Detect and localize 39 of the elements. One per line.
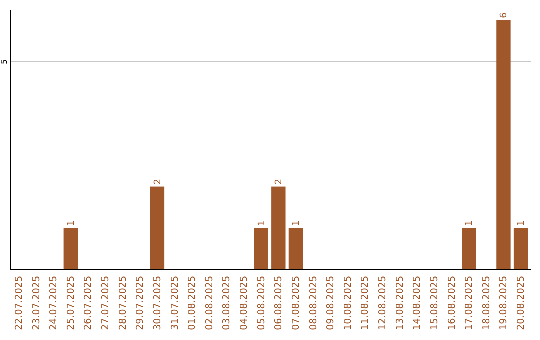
x-tick-label: 27.07.2025 xyxy=(100,276,112,330)
x-tick-label: 05.08.2025 xyxy=(256,276,268,330)
x-tick-label: 07.08.2025 xyxy=(290,276,302,330)
x-tick-label: 11.08.2025 xyxy=(360,276,372,330)
x-tick-label: 08.08.2025 xyxy=(308,276,320,330)
data-label: 1 xyxy=(66,220,77,226)
x-tick-label: 01.08.2025 xyxy=(187,276,198,330)
x-tick-label: 16.08.2025 xyxy=(446,276,458,330)
x-tick-label: 14.08.2025 xyxy=(412,276,424,330)
x-tick-label: 09.08.2025 xyxy=(326,276,337,330)
x-tick-label: 19.08.2025 xyxy=(498,276,510,330)
x-tick-label: 06.08.2025 xyxy=(274,276,285,330)
x-tick-label: 18.08.2025 xyxy=(481,276,492,330)
x-tick-label: 17.08.2025 xyxy=(464,276,476,330)
x-tick-label: 26.07.2025 xyxy=(83,276,94,330)
x-tick-label: 31.07.2025 xyxy=(170,276,181,330)
x-tick-label: 25.07.2025 xyxy=(66,276,77,330)
x-tick-label: 20.08.2025 xyxy=(516,276,528,330)
data-label: 2 xyxy=(153,179,164,185)
data-label: 1 xyxy=(517,220,528,226)
data-label: 6 xyxy=(500,12,510,18)
x-tick-label: 03.08.2025 xyxy=(222,276,233,330)
data-label: 1 xyxy=(257,220,268,226)
x-tick-label: 12.08.2025 xyxy=(378,276,389,330)
x-tick-label: 23.07.2025 xyxy=(31,276,42,330)
data-label: 1 xyxy=(465,220,476,226)
data-label: 2 xyxy=(274,179,285,185)
x-tick-label: 22.07.2025 xyxy=(14,276,25,330)
x-tick-label: 30.07.2025 xyxy=(152,276,164,330)
x-tick-label: 04.08.2025 xyxy=(239,276,250,330)
x-tick-label: 02.08.2025 xyxy=(204,276,216,330)
x-tick-label: 10.08.2025 xyxy=(342,276,354,330)
x-tick-label: 13.08.2025 xyxy=(394,276,406,330)
x-tick-label: 15.08.2025 xyxy=(429,276,440,330)
x-tick-label: 28.07.2025 xyxy=(118,276,129,330)
data-label: 1 xyxy=(292,220,302,226)
x-tick-label: 29.07.2025 xyxy=(135,276,146,330)
y-tick-label: 5 xyxy=(0,59,9,65)
x-tick-label: 24.07.2025 xyxy=(48,276,60,330)
